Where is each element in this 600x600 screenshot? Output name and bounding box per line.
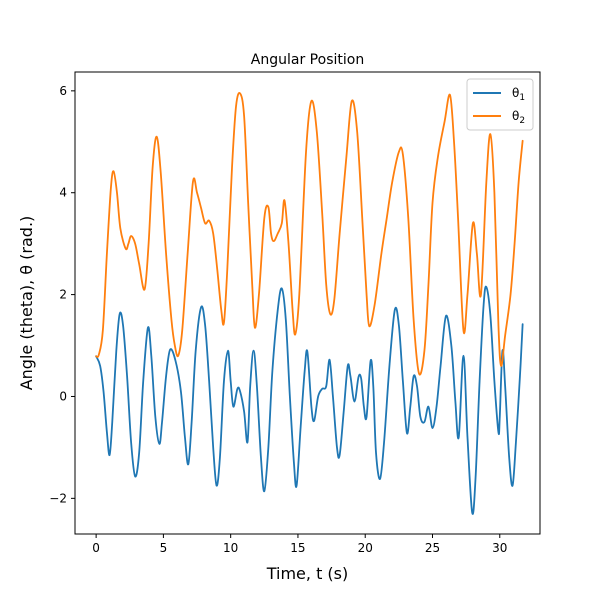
series-line-theta1 <box>95 285 524 515</box>
x-tick-label: 20 <box>358 541 373 555</box>
y-axis: −2 0 2 4 6 <box>49 84 75 505</box>
chart-title: Angular Position <box>251 52 364 68</box>
series-layer <box>95 92 524 515</box>
legend: θ1 θ2 <box>466 78 534 131</box>
x-axis: 0 5 10 15 20 25 30 <box>92 534 507 555</box>
legend-label-theta2: θ2 <box>512 109 525 126</box>
x-tick-label: 25 <box>425 541 440 555</box>
y-axis-label: Angle (theta), θ (rad.) <box>17 216 36 391</box>
plot-frame <box>74 71 541 535</box>
series-line-theta2 <box>95 92 524 376</box>
x-tick-label: 15 <box>290 541 305 555</box>
legend-label-theta1: θ1 <box>512 86 525 103</box>
x-tick-label: 30 <box>492 541 507 555</box>
x-tick-label: 0 <box>92 541 100 555</box>
y-tick-label: 6 <box>59 84 67 98</box>
y-tick-label: 2 <box>59 288 67 302</box>
x-tick-label: 5 <box>160 541 168 555</box>
x-tick-label: 10 <box>223 541 238 555</box>
x-axis-label: Time, t (s) <box>266 564 349 583</box>
legend-box <box>466 78 534 131</box>
y-tick-label: −2 <box>49 491 67 505</box>
y-tick-label: 4 <box>59 186 67 200</box>
y-tick-label: 0 <box>59 389 67 403</box>
